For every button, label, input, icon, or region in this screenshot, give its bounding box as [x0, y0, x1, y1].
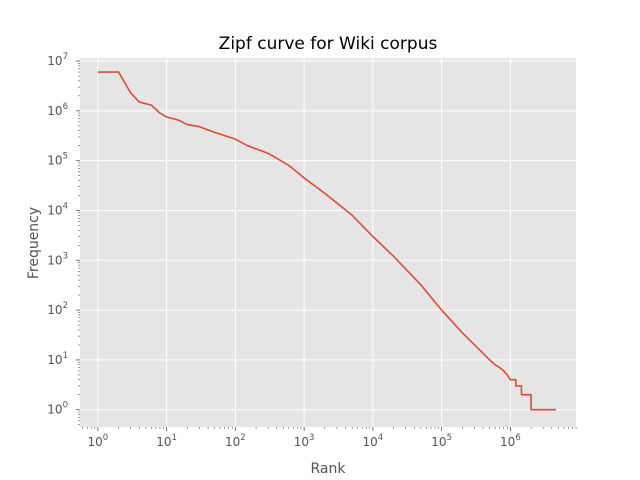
y-tick-label: 103	[47, 251, 68, 267]
series-layer	[97, 71, 556, 411]
minor-ticks	[78, 63, 577, 429]
y-tick-label: 106	[47, 102, 68, 118]
chart-title: Zipf curve for Wiki corpus	[219, 34, 438, 54]
x-tick-label: 103	[294, 433, 315, 449]
series-line	[97, 71, 556, 411]
x-tick-label: 102	[225, 433, 246, 449]
y-tick-label: 107	[47, 52, 68, 68]
y-tick-label: 104	[47, 201, 68, 217]
x-tick-label: 100	[88, 433, 109, 449]
x-tick-label: 101	[156, 433, 177, 449]
x-tick-label: 106	[500, 433, 521, 449]
y-tick-label: 102	[47, 301, 68, 317]
y-axis-ticks: 100 101 102 103 104 105 106 107	[47, 52, 80, 417]
y-tick-label: 101	[47, 351, 68, 367]
gridlines	[80, 58, 576, 427]
x-tick-label: 105	[431, 433, 452, 449]
x-axis-ticks: 100 101 102 103 104 105 106	[88, 427, 521, 449]
x-axis-label: Rank	[311, 461, 347, 477]
y-tick-label: 100	[47, 401, 68, 417]
x-tick-label: 104	[363, 433, 384, 449]
plot-area	[80, 58, 576, 427]
y-axis-label: Frequency	[26, 207, 42, 279]
y-tick-label: 105	[47, 152, 68, 168]
